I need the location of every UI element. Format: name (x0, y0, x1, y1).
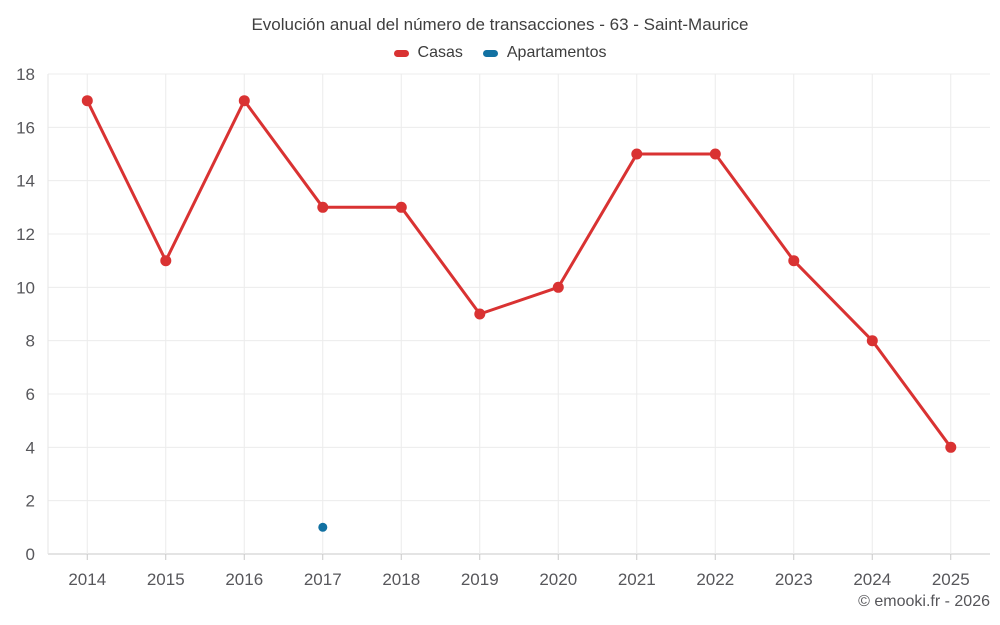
casas-line (85, 99, 953, 449)
data-point-casas-2022[interactable] (709, 148, 721, 160)
data-point-casas-2019[interactable] (474, 308, 486, 320)
x-tick-label-2021: 2021 (618, 570, 656, 589)
x-tick-label-2024: 2024 (853, 570, 891, 589)
legend-item-apartamentos[interactable]: Apartamentos (482, 44, 607, 62)
data-point-casas-2023[interactable] (788, 255, 800, 267)
copyright-text: © emooki.fr - 2026 (858, 593, 990, 610)
y-tick-label-6: 6 (26, 385, 35, 404)
y-tick-label-18: 18 (16, 65, 35, 84)
x-tick-label-2017: 2017 (304, 570, 342, 589)
series-casas (81, 95, 957, 453)
x-axis-labels: 2014 2015 2016 2017 2018 2019 2020 2021 2022 2023… (68, 570, 969, 589)
chart-legend: Casas Apartamentos (0, 44, 1000, 62)
x-tick-label-2015: 2015 (147, 570, 185, 589)
data-point-apartamentos-2017[interactable] (318, 522, 328, 532)
y-tick-label-14: 14 (16, 172, 35, 191)
y-tick-label-4: 4 (26, 438, 35, 457)
series-apartamentos (318, 522, 328, 532)
y-tick-label-16: 16 (16, 118, 35, 137)
chart-title: Evolución anual del número de transaccio… (251, 15, 749, 34)
grid-lines (47, 73, 990, 560)
data-point-casas-2015[interactable] (160, 255, 172, 267)
data-point-casas-2017[interactable] (317, 201, 329, 213)
data-point-casas-2024[interactable] (866, 335, 878, 347)
x-tick-label-2025: 2025 (932, 570, 970, 589)
y-axis-labels: 0 2 4 6 8 10 12 14 16 18 (16, 65, 35, 564)
x-tick-label-2020: 2020 (539, 570, 577, 589)
data-point-casas-2021[interactable] (631, 148, 643, 160)
y-tick-label-0: 0 (26, 545, 35, 564)
legend-label-apartamentos: Apartamentos (506, 44, 607, 61)
data-point-casas-2014[interactable] (81, 95, 93, 107)
x-tick-label-2023: 2023 (775, 570, 813, 589)
x-tick-label-2016: 2016 (225, 570, 263, 589)
data-point-casas-2025[interactable] (945, 441, 957, 453)
legend-label-casas: Casas (417, 44, 463, 61)
x-tick-label-2019: 2019 (461, 570, 499, 589)
casas-legend-marker-icon (393, 49, 409, 57)
data-point-casas-2020[interactable] (552, 281, 564, 293)
data-point-casas-2018[interactable] (395, 201, 407, 213)
x-tick-label-2022: 2022 (696, 570, 734, 589)
apartamentos-legend-marker-icon (482, 49, 498, 57)
y-tick-label-8: 8 (26, 332, 35, 351)
data-point-casas-2016[interactable] (238, 95, 250, 107)
y-tick-label-2: 2 (26, 492, 35, 511)
y-tick-label-12: 12 (16, 225, 35, 244)
x-tick-label-2014: 2014 (68, 570, 106, 589)
y-tick-label-10: 10 (16, 278, 35, 297)
x-tick-label-2018: 2018 (382, 570, 420, 589)
legend-item-casas[interactable]: Casas (393, 44, 463, 62)
